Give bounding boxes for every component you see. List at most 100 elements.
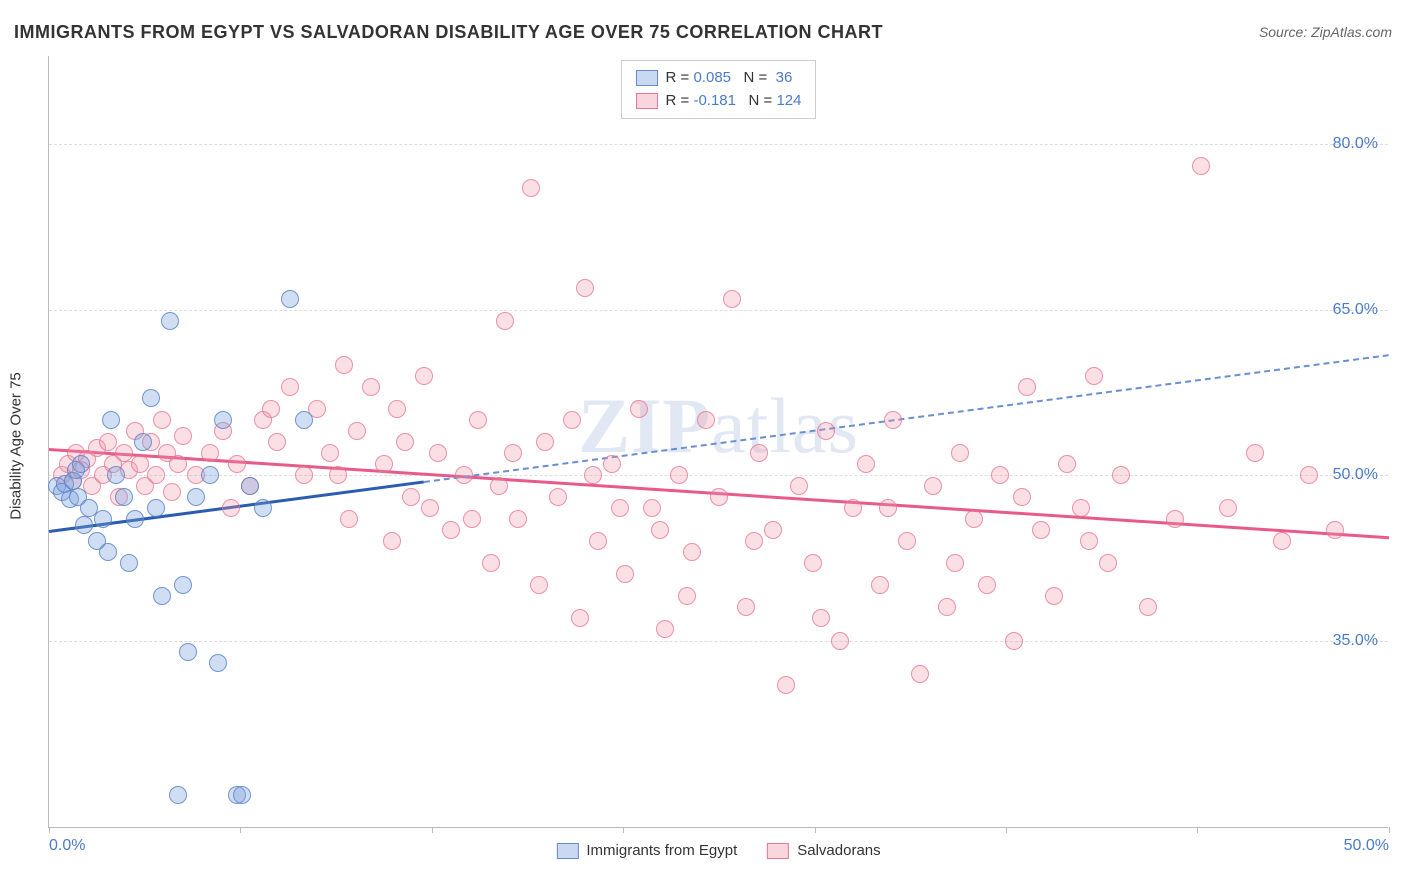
xtick-mark: [1197, 827, 1198, 833]
legend-row-salvadoran: R = -0.181 N = 124: [636, 90, 802, 113]
source-prefix: Source:: [1259, 24, 1311, 40]
data-point: [611, 499, 629, 517]
n-label: N =: [736, 92, 776, 109]
data-point: [126, 510, 144, 528]
data-point: [951, 444, 969, 462]
data-point: [233, 786, 251, 804]
data-point: [442, 521, 460, 539]
data-point: [1139, 598, 1157, 616]
data-point: [710, 488, 728, 506]
data-point: [99, 433, 117, 451]
data-point: [1013, 488, 1031, 506]
data-point: [831, 632, 849, 650]
data-point: [536, 433, 554, 451]
data-point: [335, 356, 353, 374]
data-point: [1072, 499, 1090, 517]
data-point: [630, 400, 648, 418]
data-point: [965, 510, 983, 528]
data-point: [99, 543, 117, 561]
data-point: [134, 433, 152, 451]
data-point: [683, 543, 701, 561]
data-point: [1032, 521, 1050, 539]
n-value: 124: [776, 92, 801, 109]
data-point: [169, 455, 187, 473]
data-point: [1166, 510, 1184, 528]
data-point: [844, 499, 862, 517]
data-point: [120, 554, 138, 572]
data-point: [174, 427, 192, 445]
data-point: [147, 466, 165, 484]
data-point: [857, 455, 875, 473]
data-point: [750, 444, 768, 462]
r-label: R =: [666, 69, 694, 86]
data-point: [254, 499, 272, 517]
ytick-label: 35.0%: [1333, 632, 1378, 650]
data-point: [482, 554, 500, 572]
data-point: [201, 444, 219, 462]
data-point: [1058, 455, 1076, 473]
data-point: [321, 444, 339, 462]
data-point: [1045, 587, 1063, 605]
data-point: [214, 411, 232, 429]
data-point: [764, 521, 782, 539]
data-point: [584, 466, 602, 484]
data-point: [643, 499, 661, 517]
source-attribution: Source: ZipAtlas.com: [1259, 24, 1392, 40]
data-point: [1246, 444, 1264, 462]
data-point: [1273, 532, 1291, 550]
xtick-mark: [432, 827, 433, 833]
data-point: [1219, 499, 1237, 517]
data-point: [340, 510, 358, 528]
data-point: [402, 488, 420, 506]
data-point: [817, 422, 835, 440]
data-point: [879, 499, 897, 517]
data-point: [163, 483, 181, 501]
xtick-mark: [1389, 827, 1390, 833]
data-point: [651, 521, 669, 539]
data-point: [388, 400, 406, 418]
data-point: [549, 488, 567, 506]
data-point: [790, 477, 808, 495]
data-point: [898, 532, 916, 550]
data-point: [102, 411, 120, 429]
data-point: [329, 466, 347, 484]
data-point: [142, 389, 160, 407]
data-point: [241, 477, 259, 495]
chart-title: IMMIGRANTS FROM EGYPT VS SALVADORAN DISA…: [14, 22, 883, 43]
legend-swatch-pink: [767, 843, 789, 859]
legend-label: Immigrants from Egypt: [586, 842, 737, 859]
data-point: [589, 532, 607, 550]
data-point: [924, 477, 942, 495]
data-point: [228, 455, 246, 473]
legend-swatch-blue: [556, 843, 578, 859]
xtick-mark: [49, 827, 50, 833]
data-point: [1080, 532, 1098, 550]
gridline: [49, 144, 1388, 145]
gridline: [49, 641, 1388, 642]
r-label: R =: [666, 92, 694, 109]
data-point: [1099, 554, 1117, 572]
data-point: [463, 510, 481, 528]
data-point: [455, 466, 473, 484]
data-point: [812, 609, 830, 627]
y-axis-label: Disability Age Over 75: [8, 372, 25, 520]
data-point: [1085, 367, 1103, 385]
data-point: [222, 499, 240, 517]
data-point: [670, 466, 688, 484]
data-point: [281, 378, 299, 396]
n-label: N =: [731, 69, 776, 86]
data-point: [946, 554, 964, 572]
data-point: [396, 433, 414, 451]
data-point: [723, 290, 741, 308]
data-point: [72, 455, 90, 473]
data-point: [777, 676, 795, 694]
data-point: [362, 378, 380, 396]
data-point: [75, 516, 93, 534]
data-point: [884, 411, 902, 429]
data-point: [530, 576, 548, 594]
legend-item-egypt: Immigrants from Egypt: [556, 842, 737, 859]
ytick-label: 65.0%: [1333, 301, 1378, 319]
data-point: [616, 565, 634, 583]
legend-label: Salvadorans: [797, 842, 880, 859]
data-point: [201, 466, 219, 484]
